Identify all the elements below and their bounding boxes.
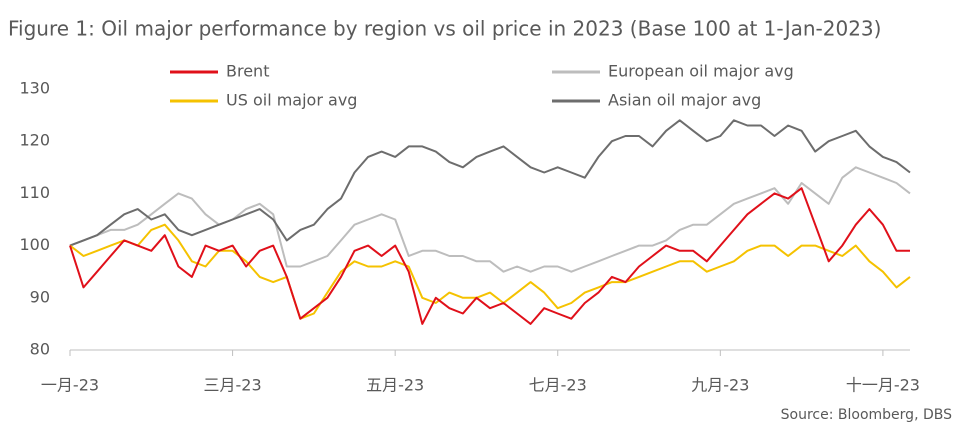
y-tick-label: 80 xyxy=(30,340,50,359)
legend-label: Brent xyxy=(226,62,269,81)
y-tick-label: 110 xyxy=(19,183,50,202)
legend-label: US oil major avg xyxy=(226,91,357,110)
chart-title: Figure 1: Oil major performance by regio… xyxy=(8,17,881,41)
y-tick-label: 90 xyxy=(30,287,50,306)
y-tick-label: 100 xyxy=(19,235,50,254)
x-tick-label: 五月-23 xyxy=(366,376,424,395)
series-line xyxy=(69,223,911,320)
x-tick-label: 七月-23 xyxy=(529,376,587,395)
x-tick-label: 十一月-23 xyxy=(846,376,920,395)
series-line xyxy=(69,166,911,273)
source-note: Source: Bloomberg, DBS xyxy=(781,407,952,423)
series-line xyxy=(69,119,911,247)
x-tick-label: 一月-23 xyxy=(41,376,99,395)
y-tick-label: 120 xyxy=(19,131,50,150)
series-line xyxy=(69,187,910,325)
legend-label: European oil major avg xyxy=(608,62,794,81)
x-tick-label: 九月-23 xyxy=(691,376,749,395)
legend-label: Asian oil major avg xyxy=(608,91,761,110)
y-tick-label: 130 xyxy=(19,79,50,98)
x-tick-label: 三月-23 xyxy=(204,376,262,395)
